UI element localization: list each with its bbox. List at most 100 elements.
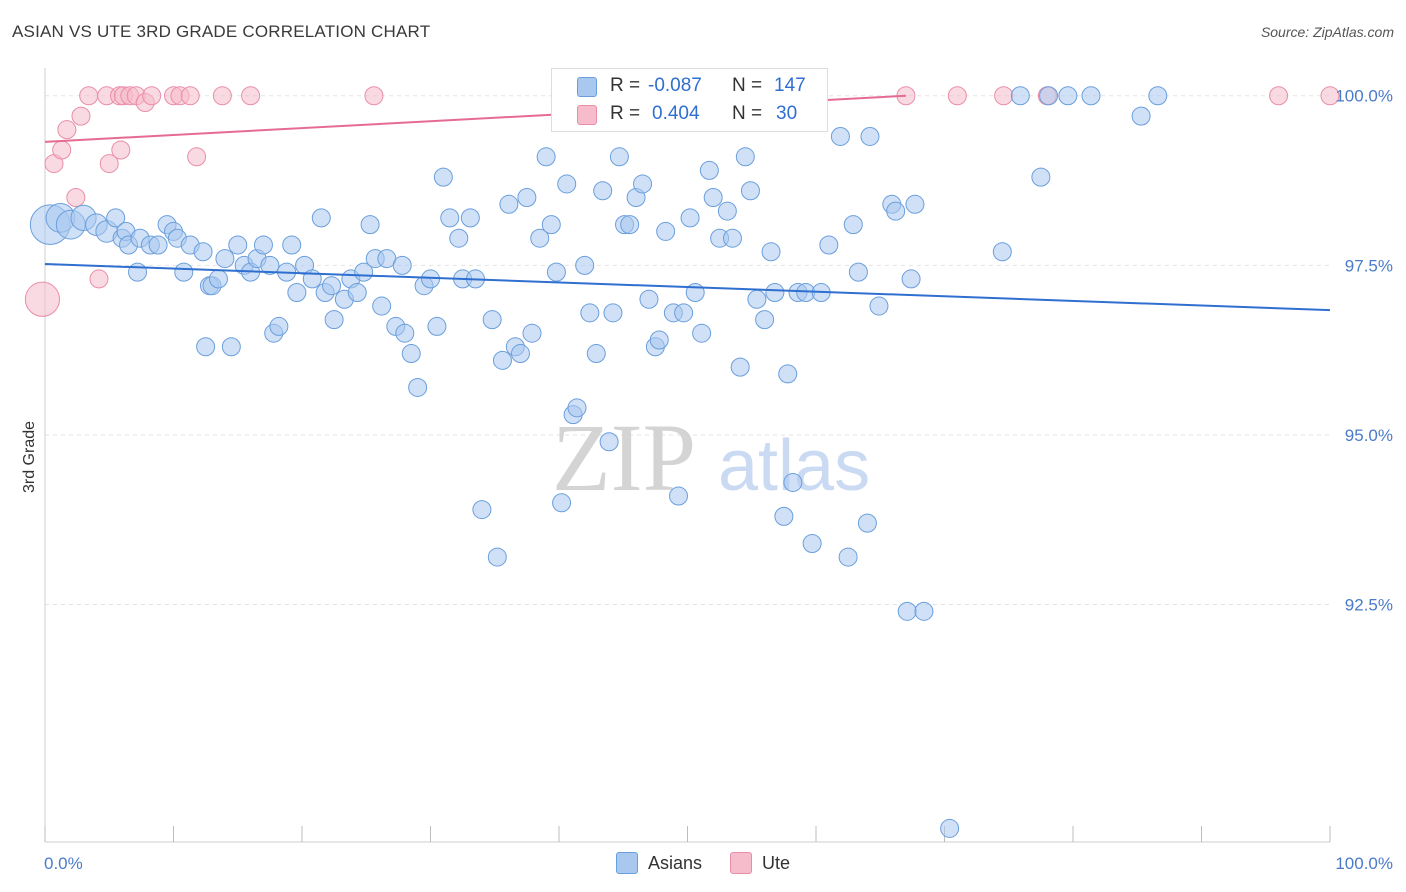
y-tick-label: 100.0% [1335,87,1393,106]
ute-point [364,86,384,106]
asian-point [992,242,1012,262]
asian-point [449,228,469,248]
y-tick-label: 92.5% [1345,596,1393,615]
asian-point [1010,86,1030,106]
ute-legend-swatch [730,852,752,874]
asian-point [221,337,241,357]
asian-point [633,174,653,194]
asian-point [843,215,863,235]
ute-point [111,140,131,160]
asian-point [692,323,712,343]
n-label: N = [732,75,763,96]
asian-point [778,364,798,384]
legend-item-ute[interactable]: Ute [730,852,790,874]
asian-point [620,215,640,235]
asian-point [722,228,742,248]
r-label: R = [610,103,641,124]
asian-point [703,188,723,208]
asian-point [802,533,822,553]
n-value: 147 [774,75,806,96]
asian-point [656,221,676,241]
ute-point [79,86,99,106]
source-label: Source: ZipAtlas.com [1260,24,1394,40]
asian-point [940,818,960,838]
asian-point [395,323,415,343]
asians-legend-swatch [615,852,638,874]
asian-point [886,201,906,221]
asian-point [699,160,719,180]
asian-point [586,344,606,364]
ute-point [24,281,61,317]
ute-point [71,106,91,126]
ute-point [142,86,162,106]
asian-point [765,282,785,302]
ute-point [187,147,207,167]
asian-point [311,208,331,228]
r-value: 0.404 [652,103,700,124]
axes [44,68,1331,843]
asian-points [29,86,1168,838]
watermark-atlas: atlas [718,426,870,506]
asian-point [324,310,344,330]
asian-point [735,147,755,167]
ute-point [947,86,967,106]
asian-point [755,310,775,330]
asian-point [499,194,519,214]
asian-point [567,398,587,418]
asian-point [669,486,689,506]
asian-point [472,500,492,520]
asian-trendline [44,262,1331,312]
asian-point [580,303,600,323]
asian-point [196,337,216,357]
asian-point [1081,86,1101,106]
asian-point [460,208,480,228]
asians-swatch [577,77,597,97]
asian-point [603,303,623,323]
asian-point [408,377,428,397]
ute-swatch [577,105,597,125]
asian-point [857,513,877,533]
chart-title: ASIAN VS UTE 3RD GRADE CORRELATION CHART [12,22,431,41]
asian-point [260,255,280,275]
asian-point [522,323,542,343]
asian-point [128,262,148,282]
asian-point [148,235,168,255]
asian-point [838,547,858,567]
asian-point [427,316,447,336]
asian-point [897,601,917,621]
asian-point [1131,106,1151,126]
asian-point [774,506,794,526]
asian-point [649,330,669,350]
n-label: N = [732,103,763,124]
asian-point [730,357,750,377]
asian-point [639,289,659,309]
ute-point [66,188,86,208]
x-tick-label-min: 0.0% [44,854,83,873]
y-tick-label: 97.5% [1345,256,1393,275]
ute-point [99,154,119,174]
asian-point [593,181,613,201]
y-tick-label: 95.0% [1345,426,1393,445]
asian-point [717,201,737,221]
n-value: 30 [776,103,798,124]
asian-point [253,235,273,255]
x-tick-label-max: 100.0% [1335,854,1393,873]
asian-point [609,147,629,167]
asian-point [860,126,880,146]
asian-point [901,269,921,289]
asian-point [174,262,194,282]
legend-item-asians[interactable]: Asians [615,852,702,874]
asian-point [541,215,561,235]
legend-label-asians: Asians [647,852,702,873]
asian-point [282,235,302,255]
asian-point [536,147,556,167]
asian-point [347,282,367,302]
asian-point [575,255,595,275]
asian-point [819,235,839,255]
asian-point [482,310,502,330]
asian-point [680,208,700,228]
asian-point [215,249,235,269]
asian-point [674,303,694,323]
asian-point [1031,167,1051,187]
